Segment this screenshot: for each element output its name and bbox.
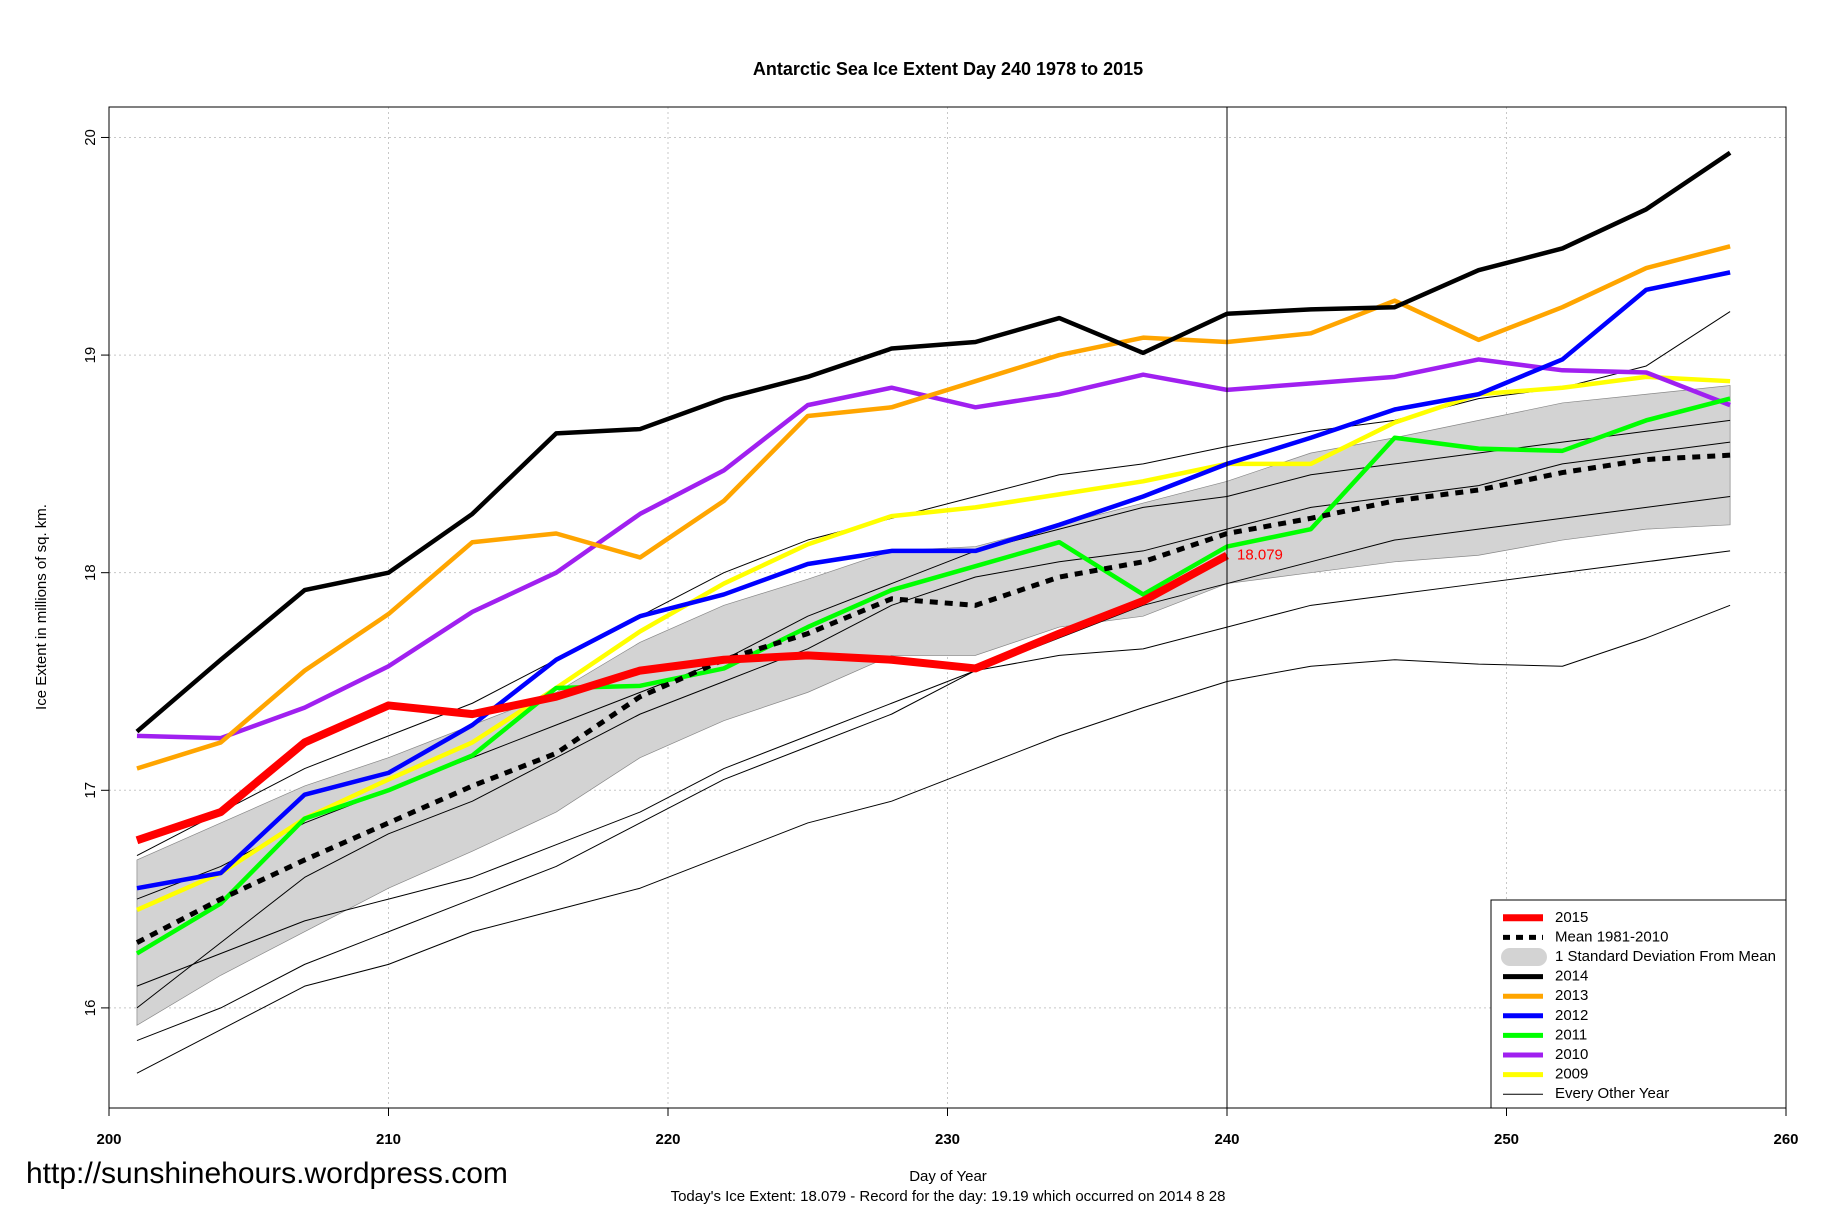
legend-label: Every Other Year (1555, 1085, 1669, 1102)
legend-label: 2013 (1555, 987, 1588, 1004)
legend-label: 2009 (1555, 1066, 1588, 1083)
y-tick-label: 16 (82, 1000, 99, 1017)
chart-title: Antarctic Sea Ice Extent Day 240 1978 to… (753, 59, 1143, 79)
series-line (136, 244, 1731, 771)
series-line (136, 270, 1731, 891)
series-line (135, 396, 1731, 956)
x-tick-label: 250 (1494, 1131, 1519, 1148)
legend-label: 1 Standard Deviation From Mean (1555, 948, 1776, 965)
other-year-line (136, 311, 1731, 857)
value-label: 18.079 (1237, 546, 1283, 563)
other-year-line (136, 496, 1731, 987)
series-line (135, 551, 1229, 845)
x-axis-label: Day of Year (909, 1168, 987, 1185)
x-tick-label: 200 (96, 1131, 121, 1148)
y-tick-label: 19 (82, 347, 99, 364)
footer: Today's Ice Extent: 18.079 - Record for … (671, 1188, 1226, 1205)
legend-label: 2014 (1555, 968, 1588, 985)
y-axis-label: Ice Extent in millions of sq. km. (33, 504, 50, 710)
plot-frame (108, 106, 1787, 1109)
y-tick-label: 20 (82, 129, 99, 146)
other-year-line (136, 441, 1731, 1009)
legend-label: 2015 (1555, 909, 1588, 926)
series-line (135, 452, 1731, 945)
x-tick-label: 260 (1773, 1131, 1798, 1148)
series-line (136, 357, 1731, 741)
x-tick-label: 220 (655, 1131, 680, 1148)
y-tick-label: 18 (82, 564, 99, 581)
legend-label: 2011 (1555, 1026, 1587, 1043)
x-tick-label: 210 (376, 1131, 401, 1148)
x-tick-label: 240 (1214, 1131, 1239, 1148)
other-year-line (136, 550, 1731, 1042)
legend-swatch (1501, 948, 1547, 966)
legend-label: 2010 (1555, 1046, 1588, 1063)
x-tick-label: 230 (935, 1131, 960, 1148)
legend-label: 2012 (1555, 1007, 1588, 1024)
std-band (136, 385, 1731, 1026)
other-year-line (136, 604, 1731, 1074)
source-url: http://sunshinehours.wordpress.com (26, 1157, 508, 1190)
y-tick-label: 17 (82, 782, 99, 799)
series-line (135, 150, 1732, 734)
legend-label: Mean 1981-2010 (1555, 928, 1668, 945)
